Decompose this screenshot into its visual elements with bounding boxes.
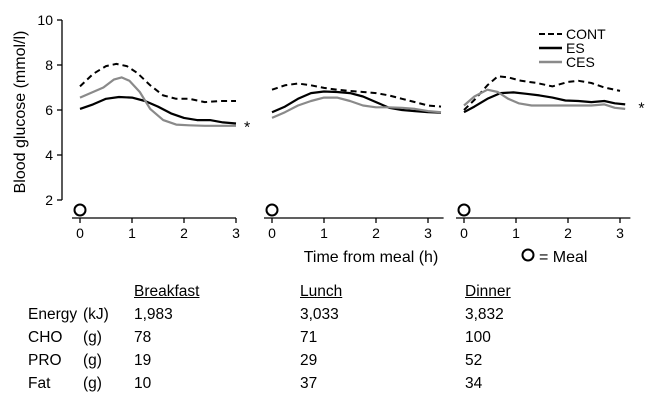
x-axis-title: Time from meal (h) bbox=[304, 249, 439, 266]
cell-dinner: 3,832 bbox=[465, 306, 504, 323]
cell-dinner: 100 bbox=[465, 329, 491, 346]
series-legend: CONT ES CES bbox=[539, 26, 606, 70]
cell-lunch: 3,033 bbox=[300, 306, 339, 323]
row-label: CHO bbox=[28, 329, 63, 346]
meal-marker-dinner bbox=[457, 203, 471, 217]
column-header-lunch: Lunch bbox=[300, 283, 343, 300]
blood-glucose-chart: Blood glucose (mmol/l) Time from meal (h… bbox=[12, 12, 645, 266]
row-unit: (kJ) bbox=[83, 306, 109, 323]
series-line-es-dinner bbox=[463, 91, 626, 114]
x-tick-label-breakfast: 0 bbox=[76, 225, 84, 241]
cell-breakfast: 10 bbox=[134, 375, 152, 392]
series-line-cont-lunch bbox=[271, 82, 442, 108]
cell-dinner: 52 bbox=[465, 352, 483, 369]
series-line-cont-breakfast bbox=[79, 62, 236, 104]
y-tick-label: 8 bbox=[45, 57, 53, 73]
x-tick-label-dinner: 1 bbox=[512, 225, 520, 241]
series-line-es-lunch bbox=[271, 90, 442, 114]
series-line-ces-dinner bbox=[463, 88, 626, 110]
column-header-dinner: Dinner bbox=[465, 283, 511, 300]
y-tick-label: 10 bbox=[37, 12, 53, 28]
meal-legend-text: = Meal bbox=[539, 249, 587, 266]
series-line-ces-breakfast bbox=[79, 76, 236, 127]
legend-label-es: ES bbox=[566, 40, 585, 56]
legend-label-cont: CONT bbox=[566, 26, 606, 42]
meal-legend-symbol bbox=[521, 248, 535, 262]
x-tick-label-breakfast: 2 bbox=[180, 225, 188, 241]
significance-marker-dinner: * bbox=[638, 100, 644, 117]
cell-lunch: 29 bbox=[300, 352, 318, 369]
x-tick-label-dinner: 3 bbox=[616, 225, 624, 241]
significance-marker-breakfast: * bbox=[244, 120, 250, 137]
cell-breakfast: 78 bbox=[134, 329, 152, 346]
y-tick-label: 6 bbox=[45, 102, 53, 118]
meal-marker-lunch bbox=[265, 203, 279, 217]
legend-label-ces: CES bbox=[566, 54, 595, 70]
x-tick-label-lunch: 1 bbox=[320, 225, 328, 241]
column-header-breakfast: Breakfast bbox=[134, 283, 200, 300]
x-tick-label-lunch: 3 bbox=[424, 225, 432, 241]
series-line-es-breakfast bbox=[79, 95, 237, 125]
cell-lunch: 71 bbox=[300, 329, 318, 346]
plot-area: 2 4 6 8 10 0 1 2 3 * 0 1 2 3 0 1 2 3 * bbox=[37, 12, 644, 241]
x-tick-label-lunch: 0 bbox=[268, 225, 276, 241]
cell-lunch: 37 bbox=[300, 375, 318, 392]
row-unit: (g) bbox=[83, 352, 102, 369]
y-tick-label: 2 bbox=[45, 192, 53, 208]
row-unit: (g) bbox=[83, 375, 102, 392]
cell-breakfast: 1,983 bbox=[134, 306, 173, 323]
row-label: Energy bbox=[28, 306, 78, 323]
series-line-ces-lunch bbox=[271, 96, 442, 119]
x-tick-label-lunch: 2 bbox=[372, 225, 380, 241]
x-tick-label-breakfast: 3 bbox=[232, 225, 240, 241]
meal-legend: = Meal bbox=[521, 248, 587, 266]
meal-marker-breakfast bbox=[73, 203, 87, 217]
cell-dinner: 34 bbox=[465, 375, 483, 392]
x-tick-label-breakfast: 1 bbox=[128, 225, 136, 241]
y-tick-label: 4 bbox=[45, 147, 53, 163]
cell-breakfast: 19 bbox=[134, 352, 152, 369]
y-axis-title: Blood glucose (mmol/l) bbox=[12, 31, 29, 194]
x-tick-label-dinner: 0 bbox=[460, 225, 468, 241]
row-label: PRO bbox=[28, 352, 62, 369]
row-unit: (g) bbox=[83, 329, 102, 346]
x-tick-label-dinner: 2 bbox=[564, 225, 572, 241]
series-line-cont-dinner bbox=[463, 75, 621, 111]
row-label: Fat bbox=[28, 375, 51, 392]
